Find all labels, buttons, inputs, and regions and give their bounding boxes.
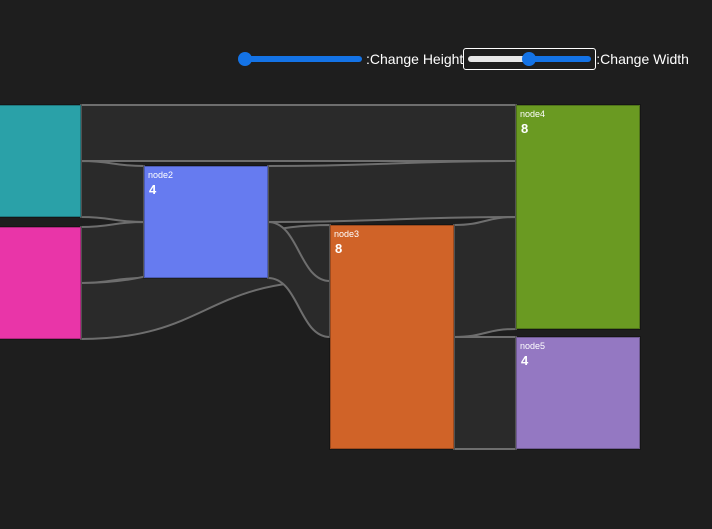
node4-rect[interactable] xyxy=(515,104,641,330)
node1-group[interactable] xyxy=(0,226,82,340)
controls-bar: :Change Height :Change Width xyxy=(236,48,689,70)
node3-rect[interactable] xyxy=(329,224,455,450)
node2-label: node2 xyxy=(148,170,173,180)
width-slider[interactable] xyxy=(463,48,597,70)
node0-rect[interactable] xyxy=(0,104,82,218)
height-slider[interactable] xyxy=(236,48,366,70)
node3-value: 8 xyxy=(335,241,342,256)
node2-group[interactable]: node2 4 xyxy=(143,165,269,279)
node3-label: node3 xyxy=(334,229,359,239)
link-node0-node4[interactable] xyxy=(80,103,517,163)
node5-rect[interactable] xyxy=(515,336,641,450)
node3-group[interactable]: node3 8 xyxy=(329,224,455,450)
node4-value: 8 xyxy=(521,121,528,136)
width-slider-track[interactable] xyxy=(526,56,592,62)
width-slider-thumb[interactable] xyxy=(522,52,537,66)
change-height-label: :Change Height xyxy=(366,51,464,67)
node1-rect[interactable] xyxy=(0,226,82,340)
node5-label: node5 xyxy=(520,341,545,351)
link-node3-node4[interactable] xyxy=(453,215,517,339)
node4-group[interactable]: node4 8 xyxy=(515,104,641,330)
node2-value: 4 xyxy=(149,182,157,197)
node5-group[interactable]: node5 4 xyxy=(515,336,641,450)
height-slider-track[interactable] xyxy=(240,56,362,62)
node5-value: 4 xyxy=(521,353,529,368)
link-node2-node4[interactable] xyxy=(267,159,517,224)
link-node3-node5[interactable] xyxy=(453,335,517,450)
node0-group[interactable] xyxy=(0,104,82,218)
change-width-label: :Change Width xyxy=(596,51,689,67)
width-slider-track-filled[interactable] xyxy=(468,56,529,62)
height-slider-thumb[interactable] xyxy=(238,52,252,66)
link-node1-node2[interactable] xyxy=(80,220,145,285)
node4-label: node4 xyxy=(520,109,545,119)
node2-rect[interactable] xyxy=(143,165,269,279)
sankey-nodes: node2 4 node3 8 node4 8 node5 4 xyxy=(0,104,641,450)
link-node0-node2[interactable] xyxy=(80,159,145,224)
